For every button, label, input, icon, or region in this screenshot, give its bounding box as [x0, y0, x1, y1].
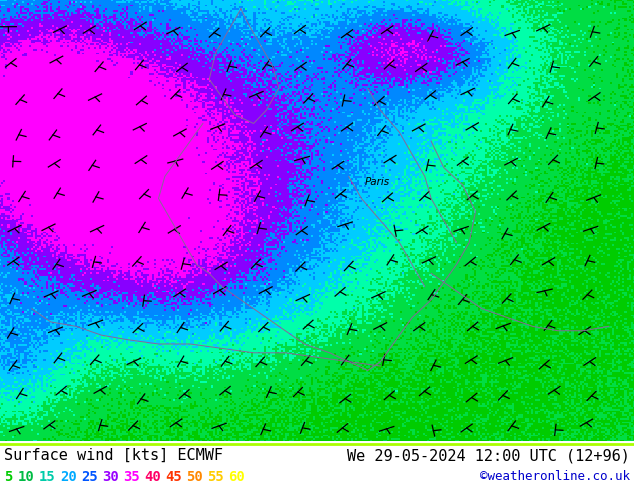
- Text: We 29-05-2024 12:00 UTC (12+96): We 29-05-2024 12:00 UTC (12+96): [347, 448, 630, 463]
- Text: 10: 10: [18, 470, 35, 484]
- Text: 40: 40: [144, 470, 161, 484]
- Text: 5: 5: [4, 470, 13, 484]
- Text: 45: 45: [165, 470, 182, 484]
- Text: 20: 20: [60, 470, 77, 484]
- Text: 30: 30: [102, 470, 119, 484]
- Text: ©weatheronline.co.uk: ©weatheronline.co.uk: [480, 470, 630, 483]
- Text: 50: 50: [186, 470, 203, 484]
- Text: 25: 25: [81, 470, 98, 484]
- Text: 35: 35: [123, 470, 139, 484]
- Text: Surface wind [kts] ECMWF: Surface wind [kts] ECMWF: [4, 448, 223, 463]
- Text: 60: 60: [228, 470, 245, 484]
- Text: 15: 15: [39, 470, 56, 484]
- Text: 55: 55: [207, 470, 224, 484]
- Text: Paris: Paris: [365, 177, 390, 187]
